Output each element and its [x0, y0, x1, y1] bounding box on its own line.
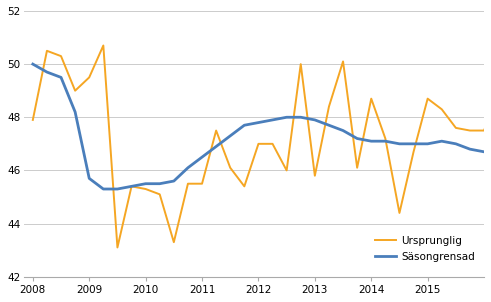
Säsongrensad — [255, 121, 261, 124]
Line: Ursprunglig: Ursprunglig — [33, 46, 491, 247]
Ursprunglig — [86, 76, 92, 79]
Ursprunglig — [44, 49, 50, 53]
Ursprunglig — [326, 105, 332, 108]
Säsongrensad — [453, 142, 459, 146]
Ursprunglig — [58, 54, 64, 58]
Ursprunglig — [72, 89, 78, 92]
Säsongrensad — [425, 142, 431, 146]
Säsongrensad — [326, 124, 332, 127]
Säsongrensad — [185, 166, 191, 169]
Ursprunglig — [227, 166, 233, 169]
Ursprunglig — [255, 142, 261, 146]
Ursprunglig — [382, 137, 388, 140]
Ursprunglig — [284, 169, 290, 172]
Säsongrensad — [354, 137, 360, 140]
Ursprunglig — [340, 59, 346, 63]
Ursprunglig — [368, 97, 374, 101]
Ursprunglig — [114, 246, 120, 249]
Säsongrensad — [298, 115, 304, 119]
Säsongrensad — [227, 134, 233, 138]
Ursprunglig — [481, 129, 487, 132]
Ursprunglig — [100, 44, 106, 47]
Säsongrensad — [213, 145, 219, 148]
Ursprunglig — [30, 118, 36, 122]
Säsongrensad — [312, 118, 318, 122]
Ursprunglig — [185, 182, 191, 185]
Ursprunglig — [270, 142, 275, 146]
Säsongrensad — [100, 187, 106, 191]
Säsongrensad — [284, 115, 290, 119]
Ursprunglig — [439, 108, 445, 111]
Ursprunglig — [298, 62, 304, 66]
Ursprunglig — [199, 182, 205, 185]
Säsongrensad — [410, 142, 416, 146]
Ursprunglig — [354, 166, 360, 169]
Säsongrensad — [129, 185, 135, 188]
Säsongrensad — [242, 124, 247, 127]
Säsongrensad — [199, 155, 205, 159]
Säsongrensad — [270, 118, 275, 122]
Ursprunglig — [425, 97, 431, 101]
Säsongrensad — [382, 139, 388, 143]
Säsongrensad — [143, 182, 149, 185]
Ursprunglig — [157, 192, 163, 196]
Ursprunglig — [143, 187, 149, 191]
Säsongrensad — [86, 177, 92, 180]
Ursprunglig — [467, 129, 473, 132]
Säsongrensad — [481, 150, 487, 154]
Säsongrensad — [114, 187, 120, 191]
Ursprunglig — [312, 174, 318, 178]
Säsongrensad — [397, 142, 403, 146]
Ursprunglig — [242, 185, 247, 188]
Ursprunglig — [410, 150, 416, 154]
Ursprunglig — [453, 126, 459, 130]
Line: Säsongrensad: Säsongrensad — [33, 64, 491, 189]
Ursprunglig — [397, 211, 403, 215]
Säsongrensad — [72, 110, 78, 114]
Ursprunglig — [171, 240, 177, 244]
Säsongrensad — [58, 76, 64, 79]
Ursprunglig — [129, 185, 135, 188]
Säsongrensad — [157, 182, 163, 185]
Säsongrensad — [467, 147, 473, 151]
Säsongrensad — [171, 179, 177, 183]
Säsongrensad — [340, 129, 346, 132]
Ursprunglig — [213, 129, 219, 132]
Säsongrensad — [44, 70, 50, 74]
Säsongrensad — [30, 62, 36, 66]
Säsongrensad — [439, 139, 445, 143]
Legend: Ursprunglig, Säsongrensad: Ursprunglig, Säsongrensad — [371, 232, 479, 266]
Säsongrensad — [368, 139, 374, 143]
